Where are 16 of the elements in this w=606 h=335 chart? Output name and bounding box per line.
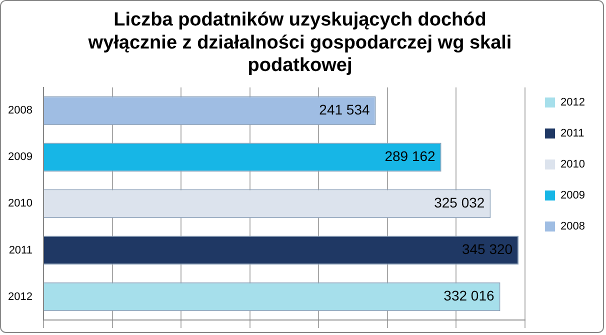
y-tick-label: 2008 — [8, 104, 32, 117]
legend-label: 2012 — [560, 96, 586, 109]
y-tick-label: 2011 — [8, 244, 32, 256]
data-label: 325 032 — [434, 194, 485, 211]
data-label: 241 534 — [319, 102, 370, 118]
legend-label: 2009 — [560, 190, 586, 202]
legend-label: 2010 — [560, 158, 586, 171]
data-label: 289 162 — [384, 148, 436, 164]
y-tick-label: 2010 — [8, 198, 32, 210]
legend-label: 2008 — [560, 220, 586, 233]
legend-label: 2011 — [560, 128, 584, 140]
y-tick-label: 2009 — [8, 151, 32, 164]
data-label: 345 320 — [462, 241, 513, 258]
data-label: 332 016 — [444, 288, 494, 304]
chart-title: Liczba podatników uzyskujących dochód wyłącznie z działalności gospodarczej wg skali podatkowej — [87, 10, 512, 76]
y-tick-label: 2012 — [8, 290, 32, 303]
